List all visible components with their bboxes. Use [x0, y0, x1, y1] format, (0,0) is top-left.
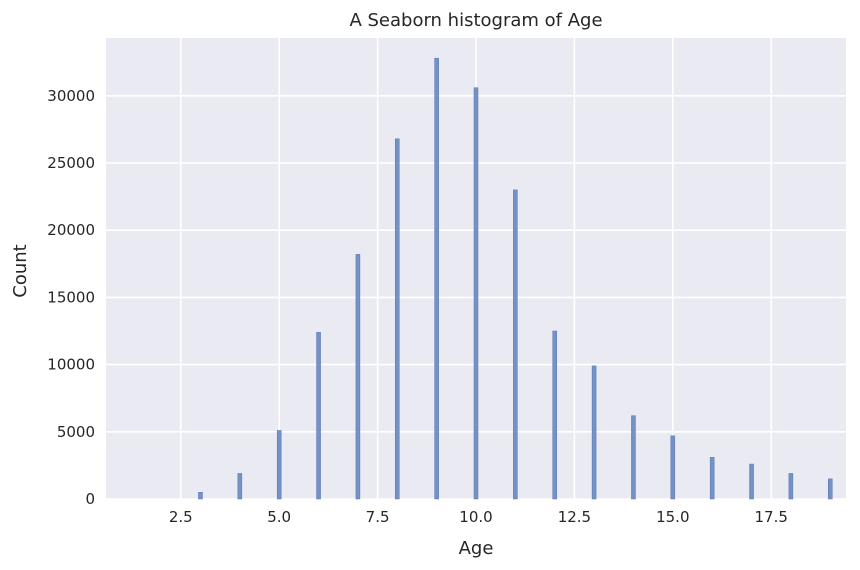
- histogram-bar: [316, 332, 321, 500]
- x-tick-label: 15.0: [656, 508, 689, 526]
- y-tick-label: 0: [85, 490, 95, 508]
- y-tick-label: 30000: [47, 87, 95, 105]
- y-tick-label: 20000: [47, 221, 95, 239]
- x-tick-label: 2.5: [169, 508, 193, 526]
- histogram-bar: [237, 473, 243, 500]
- x-axis-title: Age: [459, 538, 494, 559]
- histogram-bar: [788, 473, 794, 500]
- histogram-bar: [709, 457, 715, 500]
- histogram-bar: [749, 463, 754, 500]
- y-tick-label: 10000: [47, 356, 95, 374]
- y-tick-label: 25000: [47, 154, 95, 172]
- histogram-bar: [434, 57, 439, 500]
- y-axis-title: Count: [10, 244, 31, 297]
- x-tick-label: 12.5: [558, 508, 591, 526]
- histogram-bar: [552, 330, 557, 500]
- y-tick-label: 15000: [47, 288, 95, 306]
- x-tick-label: 17.5: [755, 508, 788, 526]
- histogram-bar: [670, 435, 676, 500]
- x-tick-label: 5.0: [267, 508, 291, 526]
- histogram-bar: [355, 254, 361, 500]
- y-tick-label: 5000: [57, 423, 95, 441]
- histogram-bar: [395, 138, 400, 500]
- histogram-bar: [473, 87, 479, 500]
- histogram-bar: [631, 415, 636, 500]
- x-tick-labels: 2.5 5.0 7.5 10.0 12.5 15.0 17.5: [169, 508, 788, 526]
- histogram-bar: [198, 492, 203, 500]
- x-tick-label: 10.0: [459, 508, 492, 526]
- x-tick-label: 7.5: [366, 508, 390, 526]
- chart-title: A Seaborn histogram of Age: [349, 10, 602, 31]
- histogram-bar: [513, 189, 518, 500]
- histogram-bar: [828, 478, 833, 500]
- histogram-bar: [591, 365, 597, 500]
- y-tick-labels: 0 5000 10000 15000 20000 25000 30000: [47, 87, 95, 508]
- bars: [198, 57, 833, 500]
- histogram-bar: [276, 430, 282, 500]
